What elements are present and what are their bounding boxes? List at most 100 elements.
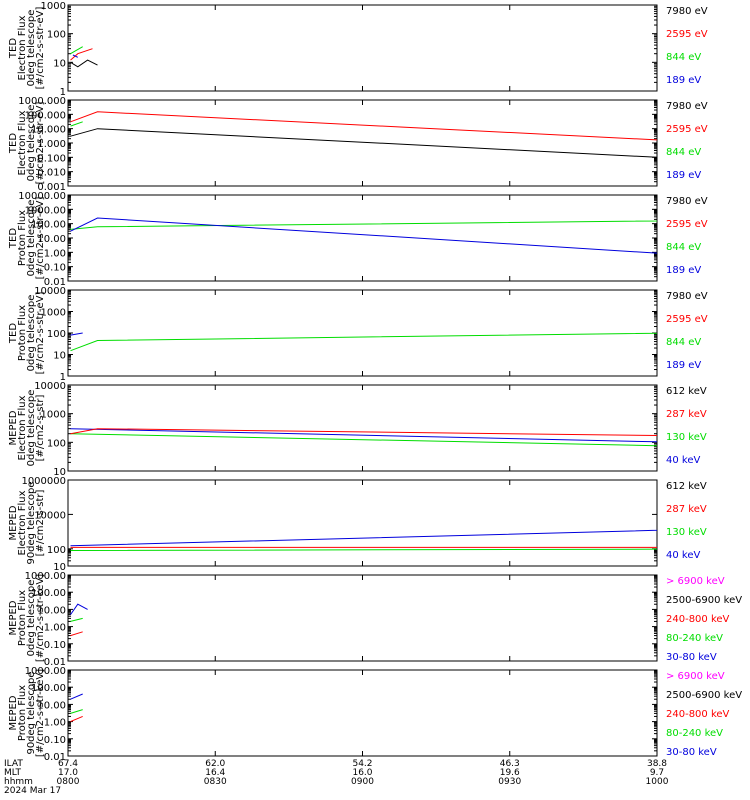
y-tick-label: 10 xyxy=(53,351,66,362)
y-tick-label: 100 xyxy=(47,545,66,556)
x-tick-label: 0830 xyxy=(204,777,227,787)
legend-entry: 240-800 keV xyxy=(666,614,730,625)
series-line xyxy=(70,111,657,141)
legend-entry: 287 keV xyxy=(666,504,707,515)
y-tick-label: 1000.00 xyxy=(25,571,66,582)
x-row-label: ILAT xyxy=(4,759,23,769)
legend-entry: 2500-6900 keV xyxy=(666,595,742,606)
y-tick-label: 1000 xyxy=(41,410,66,421)
x-tick-label: 0800 xyxy=(57,777,80,787)
y-axis-label-line: [#/cm2-s-str-eV] xyxy=(35,7,46,90)
y-axis-label-line: Proton Flux xyxy=(17,685,28,741)
panel-frame xyxy=(67,669,658,757)
y-tick-label: 100.00 xyxy=(31,683,66,694)
y-axis-label-line: [#/cm2-s-str-eV] xyxy=(35,102,46,185)
legend-entry: 130 keV xyxy=(666,527,707,538)
legend-entry: > 6900 keV xyxy=(666,576,725,587)
y-tick-label: 10000.00 xyxy=(18,191,66,202)
y-tick-label: 10 xyxy=(53,58,66,69)
panel-3: 0.010.101.0010.00100.001000.0010000.00TE… xyxy=(8,191,708,288)
y-axis-label-line: TED xyxy=(8,228,19,249)
series-line xyxy=(70,428,657,443)
panel-frame xyxy=(67,194,658,282)
legend-entry: 2595 eV xyxy=(666,124,708,135)
legend-entry: 2595 eV xyxy=(666,314,708,325)
traces xyxy=(70,217,657,254)
y-axis-label-line: TED xyxy=(8,38,19,59)
y-tick-label: 1.000 xyxy=(37,139,66,150)
series-line xyxy=(70,332,83,336)
traces xyxy=(70,332,657,352)
y-tick-label: 100.000 xyxy=(25,110,66,121)
y-tick-label: 1000.00 xyxy=(25,205,66,216)
y-tick-label: 100 xyxy=(47,329,66,340)
legend-entry: 7980 eV xyxy=(666,101,708,112)
y-axis-label-line: MEPED xyxy=(8,410,19,445)
y-tick-label: 10000 xyxy=(34,381,66,392)
legend-entry: 7980 eV xyxy=(666,196,708,207)
y-tick-label: 1.00 xyxy=(44,248,66,259)
y-tick-label: 0.01 xyxy=(44,657,66,668)
y-axis-label-line: 0deg telescope xyxy=(26,295,37,372)
traces xyxy=(70,603,88,637)
series-line xyxy=(70,693,83,700)
y-axis-label-line: [#/cm2-s-str-eV] xyxy=(35,292,46,375)
y-tick-label: 1.00 xyxy=(44,718,66,729)
legend-entry: 2595 eV xyxy=(666,29,708,40)
y-tick-label: 1000 xyxy=(41,308,66,319)
series-line xyxy=(70,220,657,230)
legend-entry: 287 keV xyxy=(666,409,707,420)
traces xyxy=(70,529,657,551)
legend-entry: 40 keV xyxy=(666,455,700,466)
series-line xyxy=(70,128,657,158)
y-tick-label: 10 xyxy=(53,562,66,573)
y-tick-label: 100 xyxy=(47,30,66,41)
panel-frame xyxy=(67,479,658,567)
y-axis-label-line: [#/cm2-s-str] xyxy=(35,489,46,556)
y-tick-label: 100 xyxy=(47,438,66,449)
legend-entry: 240-800 keV xyxy=(666,709,730,720)
panel-frame xyxy=(67,384,658,472)
legend-entry: 844 eV xyxy=(666,337,701,348)
y-axis-label-line: TED xyxy=(8,133,19,154)
x-tick-label: 54.2 xyxy=(352,759,372,769)
legend-entry: 80-240 keV xyxy=(666,633,723,644)
x-tick-label: 16.4 xyxy=(205,768,225,778)
series-line xyxy=(70,617,83,622)
y-axis-label-line: 0deg telescope xyxy=(26,390,37,467)
x-tick-label: 0930 xyxy=(498,777,521,787)
y-axis-label: TEDProton Flux0deg telescope[#/cm2-s-str… xyxy=(8,292,46,375)
y-axis-label-line: [#/cm2-s-str-keV] xyxy=(35,574,46,662)
panel-7: 0.010.101.0010.00100.001000.00MEPEDProto… xyxy=(8,571,742,668)
series-line xyxy=(70,48,93,61)
x-row-label: hhmm xyxy=(4,777,33,787)
y-axis-label-line: TED xyxy=(8,323,19,344)
y-axis-label-line: MEPED xyxy=(8,505,19,540)
y-tick-label: 0.01 xyxy=(44,752,66,763)
legend-entry: 844 eV xyxy=(666,52,701,63)
panel-frame xyxy=(67,4,658,92)
legend-entry: 844 eV xyxy=(666,147,701,158)
y-axis-label: TEDProton Flux0deg telescope[#/cm2-s-str… xyxy=(8,197,46,280)
y-tick-label: 1 xyxy=(60,372,66,383)
y-tick-label: 10000 xyxy=(34,286,66,297)
y-axis-label-line: 90deg telescope xyxy=(26,481,37,564)
y-tick-label: 100.00 xyxy=(31,220,66,231)
y-tick-label: 1 xyxy=(60,87,66,98)
y-axis-label-line: [#/cm2-s-str] xyxy=(35,394,46,461)
legend-entry: 30-80 keV xyxy=(666,747,717,758)
legend-entry: 189 eV xyxy=(666,170,701,181)
y-tick-label: 10.00 xyxy=(37,700,66,711)
legend-entry: 844 eV xyxy=(666,242,701,253)
traces xyxy=(70,46,98,68)
y-axis-label-line: [#/cm2-s-str-eV] xyxy=(35,197,46,280)
y-tick-label: 0.010 xyxy=(37,168,66,179)
series-line xyxy=(70,46,83,55)
x-tick-label: 1000 xyxy=(646,777,669,787)
y-axis-label: MEPEDProton Flux90deg telescope[#/cm2-s-… xyxy=(8,669,46,757)
y-axis-label-line: Electron Flux xyxy=(17,15,28,80)
x-tick-label: 17.0 xyxy=(58,768,78,778)
